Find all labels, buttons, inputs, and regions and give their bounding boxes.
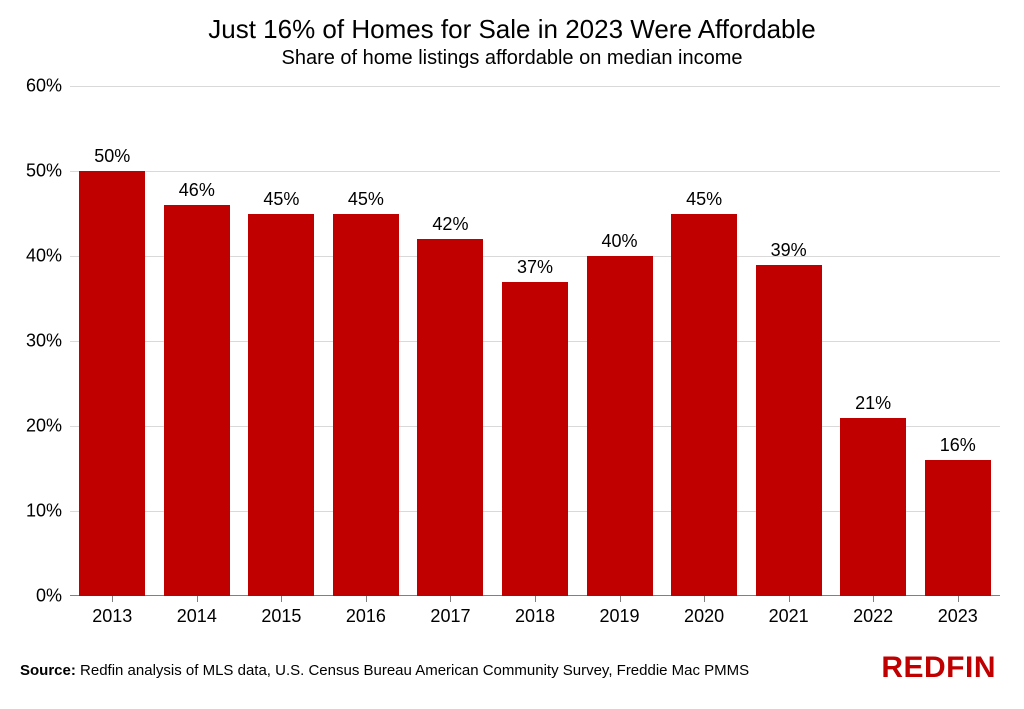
bar: 46%	[164, 205, 230, 596]
x-tick-mark	[197, 596, 198, 602]
y-tick-label: 50%	[26, 161, 70, 182]
bar-value-label: 45%	[348, 189, 384, 214]
bar-value-label: 21%	[855, 393, 891, 418]
x-tick-mark	[450, 596, 451, 602]
chart-subtitle: Share of home listings affordable on med…	[0, 45, 1024, 70]
bar: 42%	[417, 239, 483, 596]
bar: 40%	[587, 256, 653, 596]
y-tick-label: 0%	[36, 586, 70, 607]
x-tick-mark	[873, 596, 874, 602]
x-tick-mark	[535, 596, 536, 602]
x-tick-mark	[620, 596, 621, 602]
bar-value-label: 42%	[432, 214, 468, 239]
bars-group: 50%46%45%45%42%37%40%45%39%21%16%	[70, 86, 1000, 596]
y-tick-label: 10%	[26, 501, 70, 522]
y-tick-label: 30%	[26, 331, 70, 352]
source-prefix: Source:	[20, 662, 76, 679]
source-line: Source: Redfin analysis of MLS data, U.S…	[20, 662, 749, 679]
chart-title: Just 16% of Homes for Sale in 2023 Were …	[0, 0, 1024, 45]
x-tick-mark	[112, 596, 113, 602]
bar-value-label: 45%	[686, 189, 722, 214]
bar: 37%	[502, 282, 568, 597]
bar: 45%	[248, 214, 314, 597]
source-text: Redfin analysis of MLS data, U.S. Census…	[76, 662, 749, 679]
y-tick-label: 20%	[26, 416, 70, 437]
chart-container: { "title": "Just 16% of Homes for Sale i…	[0, 0, 1024, 709]
plot-area: 50%46%45%45%42%37%40%45%39%21%16% 0%10%2…	[70, 86, 1000, 596]
y-tick-label: 40%	[26, 246, 70, 267]
bar-value-label: 45%	[263, 189, 299, 214]
bar-value-label: 40%	[602, 231, 638, 256]
bar: 16%	[925, 460, 991, 596]
bar: 21%	[840, 418, 906, 597]
redfin-logo: REDFIN	[881, 651, 996, 685]
bar-value-label: 37%	[517, 257, 553, 282]
bar: 45%	[333, 214, 399, 597]
y-tick-label: 60%	[26, 76, 70, 97]
x-tick-mark	[958, 596, 959, 602]
bar: 45%	[671, 214, 737, 597]
bar-value-label: 16%	[940, 435, 976, 460]
chart-footer: Source: Redfin analysis of MLS data, U.S…	[20, 662, 1004, 679]
bar-value-label: 50%	[94, 146, 130, 171]
x-tick-mark	[789, 596, 790, 602]
x-tick-mark	[281, 596, 282, 602]
bar: 50%	[79, 171, 145, 596]
bar-value-label: 39%	[771, 240, 807, 265]
x-tick-mark	[366, 596, 367, 602]
x-tick-mark	[704, 596, 705, 602]
bar-value-label: 46%	[179, 180, 215, 205]
chart-plot: 50%46%45%45%42%37%40%45%39%21%16% 0%10%2…	[70, 86, 1000, 596]
bar: 39%	[756, 265, 822, 597]
